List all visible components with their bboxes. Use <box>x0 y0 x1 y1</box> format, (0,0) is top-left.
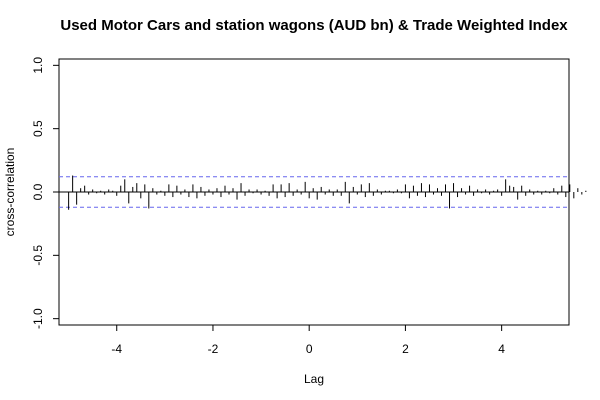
y-tick-label: 1.0 <box>31 57 45 74</box>
x-axis-label: Lag <box>304 372 324 386</box>
x-tick-label: 4 <box>498 342 505 356</box>
x-tick-label: -4 <box>111 342 122 356</box>
y-tick-label: -1.0 <box>31 308 45 329</box>
y-tick-label: 0.0 <box>31 183 45 200</box>
chart-title: Used Motor Cars and station wagons (AUD … <box>60 17 568 34</box>
y-tick-label: -0.5 <box>31 245 45 266</box>
y-axis: -1.0 -0.5 0.0 0.5 1.0 <box>31 57 59 329</box>
x-axis: -4 -2 0 2 4 <box>111 325 505 356</box>
x-tick-label: -2 <box>208 342 219 356</box>
confidence-bounds <box>59 176 569 208</box>
x-tick-label: 0 <box>306 342 313 356</box>
x-tick-label: 2 <box>402 342 409 356</box>
y-axis-label: cross-correlation <box>3 148 17 237</box>
ccf-bars <box>68 175 587 210</box>
y-tick-label: 0.5 <box>31 120 45 137</box>
